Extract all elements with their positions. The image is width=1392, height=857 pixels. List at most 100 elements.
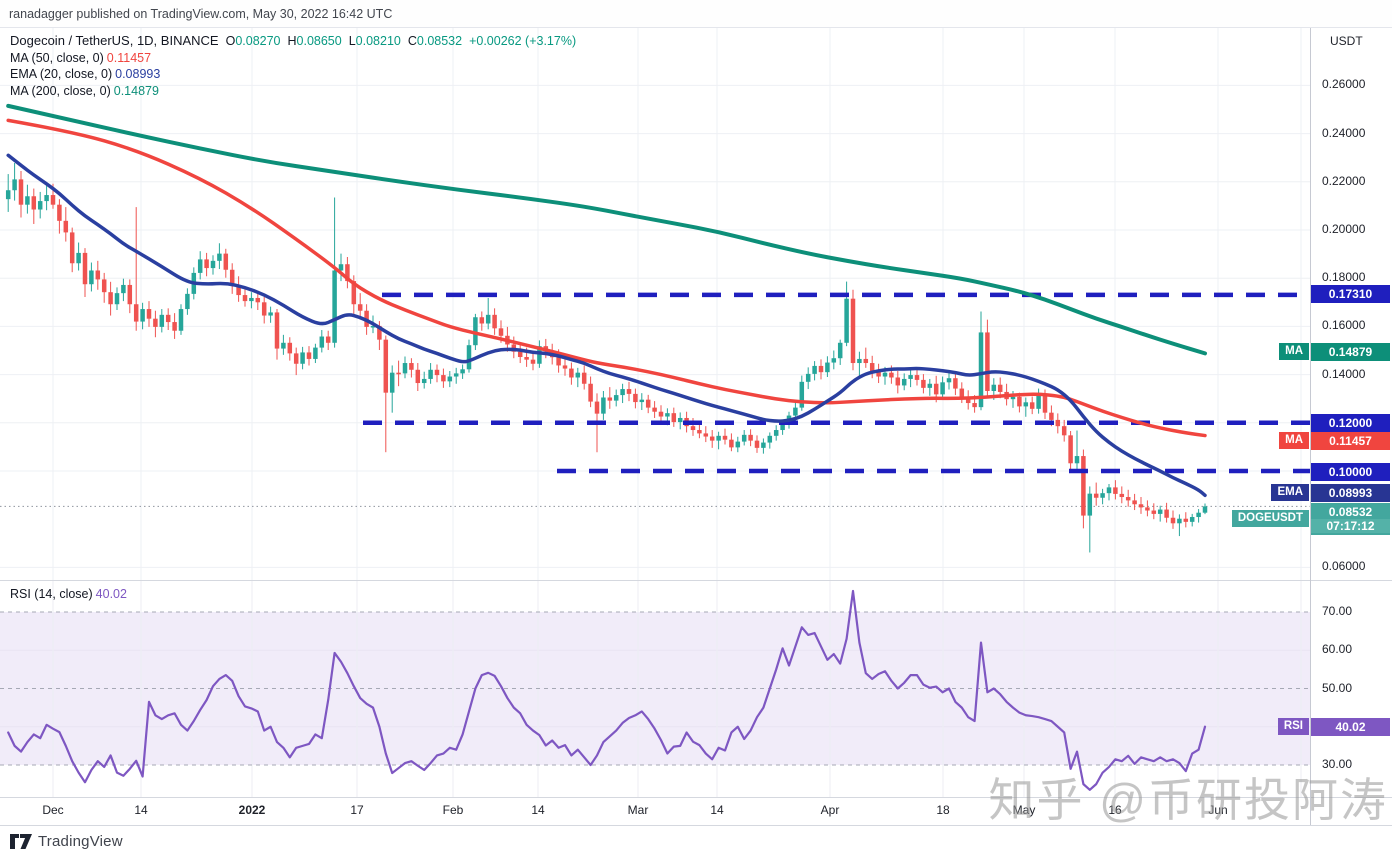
candle xyxy=(492,308,497,335)
indicator-legend-row[interactable]: MA (50, close, 0) 0.11457 xyxy=(10,50,576,67)
price-axis-label: 0.26000 xyxy=(1322,77,1366,92)
candle xyxy=(242,286,248,307)
candle xyxy=(76,242,81,271)
candle xyxy=(37,191,43,219)
candle xyxy=(172,313,177,339)
ema20-line[interactable] xyxy=(6,153,1207,498)
candle xyxy=(89,262,94,292)
price-axis-label: 0.14000 xyxy=(1322,366,1366,381)
ohlc-value: 0.08210 xyxy=(355,34,401,48)
candle xyxy=(946,371,952,390)
time-axis-label: Feb xyxy=(442,803,464,817)
indicator-legend-row[interactable]: EMA (20, close, 0) 0.08993 xyxy=(10,66,576,83)
candle xyxy=(453,367,459,384)
candle xyxy=(1196,509,1201,523)
symbol-legend[interactable]: Dogecoin / TetherUS, 1D, BINANCE O0.08270… xyxy=(10,33,576,99)
candle xyxy=(287,337,293,361)
candle xyxy=(12,163,17,201)
ma200-line[interactable] xyxy=(6,103,1207,356)
candle xyxy=(562,357,568,376)
pane-separator[interactable] xyxy=(0,580,1392,581)
price-axis-label: 0.16000 xyxy=(1322,318,1366,333)
indicator-value: 0.14879 xyxy=(113,83,159,98)
candle xyxy=(268,306,273,323)
publish-bar: ranadagger published on TradingView.com,… xyxy=(0,0,1392,28)
candle xyxy=(1113,480,1118,500)
time-axis-label: 14 xyxy=(134,803,148,817)
time-axis-label: May xyxy=(1012,803,1036,817)
candle xyxy=(1170,510,1176,529)
candle xyxy=(645,394,651,414)
candle xyxy=(1125,489,1131,507)
indicator-value: 0.08993 xyxy=(115,67,161,81)
candle xyxy=(18,170,24,218)
candle xyxy=(1036,388,1041,414)
ohlc-value: 0.08532 xyxy=(416,34,463,48)
candle xyxy=(805,367,811,390)
candle xyxy=(729,433,734,452)
rsi-axis-label: 50.00 xyxy=(1322,680,1353,695)
tradingview-logo-text[interactable]: TradingView xyxy=(38,833,123,850)
candle xyxy=(985,319,990,397)
candle xyxy=(69,227,75,273)
candle xyxy=(479,311,485,331)
candle xyxy=(1138,497,1144,514)
price-badge: 0.12000 xyxy=(1311,414,1390,432)
candle xyxy=(857,351,862,377)
candle xyxy=(799,375,805,411)
candle xyxy=(204,252,209,277)
plot-name-chip: MA xyxy=(1279,432,1309,449)
price-badge: 0.11457 xyxy=(1311,432,1390,450)
candle xyxy=(601,390,606,420)
candle xyxy=(415,363,421,391)
candle xyxy=(281,334,286,355)
time-axis-label: 2022 xyxy=(238,803,266,817)
candle xyxy=(485,297,491,330)
ohlc-label: C xyxy=(407,34,417,48)
candle xyxy=(620,383,625,404)
candle xyxy=(1074,430,1080,473)
candle xyxy=(921,374,926,394)
candle xyxy=(178,304,184,335)
candle xyxy=(441,368,446,388)
candle xyxy=(345,256,350,289)
footer-separator xyxy=(0,825,1392,826)
symbol-title[interactable]: Dogecoin / TetherUS, 1D, BINANCE xyxy=(10,33,219,48)
candle xyxy=(1093,482,1099,506)
rsi-axis-label: 30.00 xyxy=(1322,757,1353,771)
indicator-legend-row[interactable]: MA (200, close, 0) 0.14879 xyxy=(10,83,576,100)
candle xyxy=(114,287,120,311)
rsi-line[interactable] xyxy=(7,589,1207,791)
candle xyxy=(101,272,107,303)
ohlc-value: +0.00262 (+3.17%) xyxy=(469,34,577,48)
price-badge: 0.10000 xyxy=(1311,463,1390,481)
rsi-legend-row[interactable]: RSI (14, close) 40.02 xyxy=(10,586,127,603)
candle xyxy=(831,350,837,370)
time-axis-separator xyxy=(0,797,1392,798)
candle xyxy=(5,174,11,212)
tradingview-logo-icon[interactable] xyxy=(10,834,32,849)
publish-text: ranadagger published on TradingView.com,… xyxy=(9,7,393,21)
candle xyxy=(332,197,337,348)
candle xyxy=(153,310,158,338)
symbol-legend-row[interactable]: Dogecoin / TetherUS, 1D, BINANCE O0.08270… xyxy=(10,33,576,50)
logo-bar: TradingView xyxy=(0,826,1392,857)
ma50-line[interactable] xyxy=(6,118,1207,438)
price-axis-label: 0.18000 xyxy=(1322,270,1366,285)
time-axis-label: Jun xyxy=(1208,803,1228,817)
rsi-pane-chart[interactable] xyxy=(0,580,1310,797)
candle xyxy=(722,428,728,445)
candle xyxy=(761,438,766,454)
price-axis-label: 0.20000 xyxy=(1322,222,1366,236)
ohlc-label: O xyxy=(225,34,236,48)
price-pane-chart[interactable] xyxy=(0,28,1310,580)
candle xyxy=(1119,486,1125,504)
candle xyxy=(165,308,171,331)
candle xyxy=(844,281,849,347)
candle xyxy=(927,378,933,396)
rsi-legend[interactable]: RSI (14, close) 40.02 xyxy=(10,586,127,603)
candle xyxy=(671,407,677,427)
candle xyxy=(428,363,433,384)
candle xyxy=(1132,493,1137,511)
candle xyxy=(159,309,165,333)
